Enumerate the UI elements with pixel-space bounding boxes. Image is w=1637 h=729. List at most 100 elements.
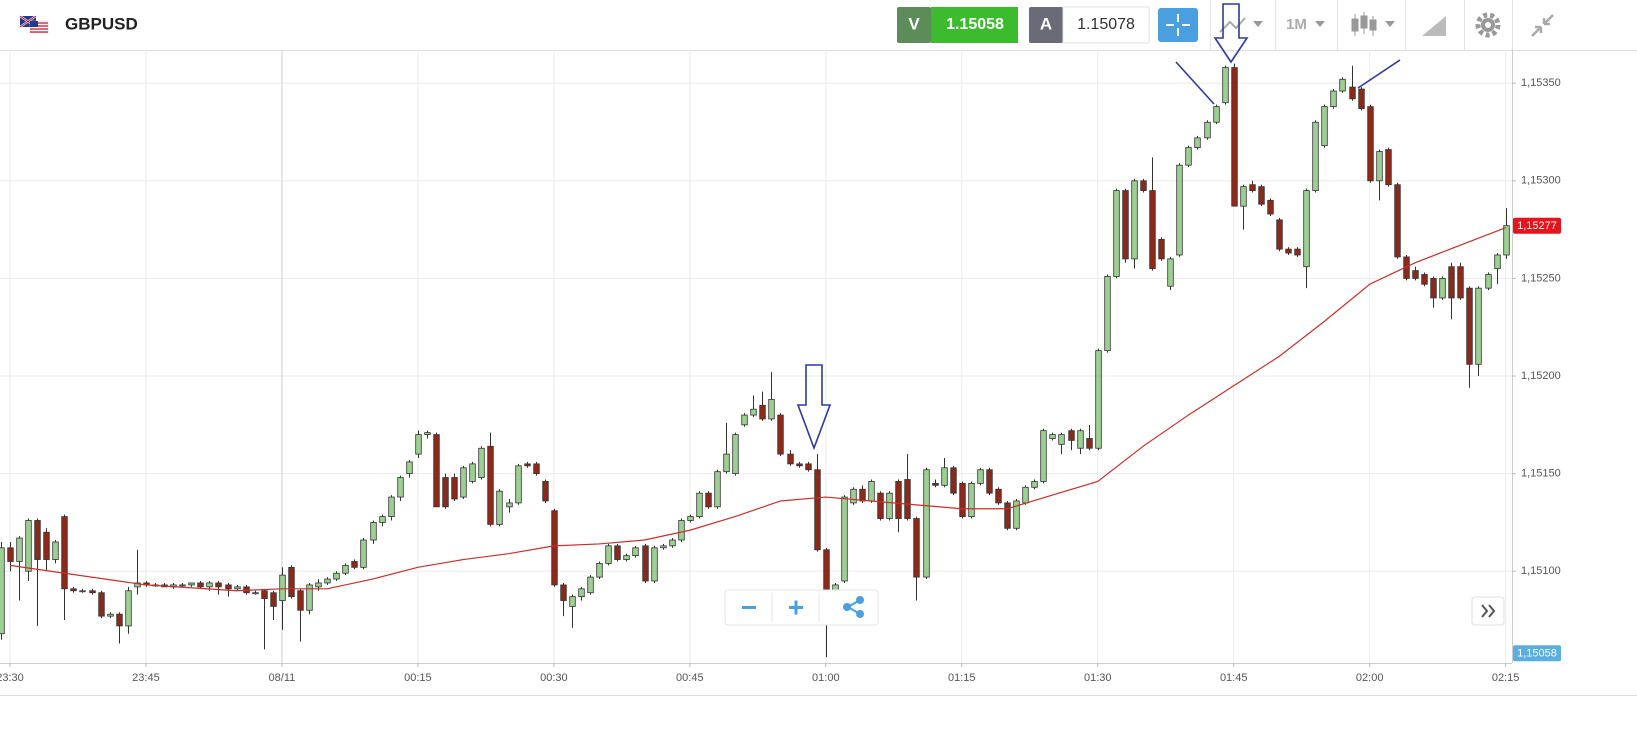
candle-body <box>959 482 966 517</box>
candle-body <box>1213 106 1220 123</box>
share-button[interactable] <box>843 596 864 618</box>
candles-icon[interactable] <box>1351 12 1377 36</box>
candle-body <box>79 590 86 593</box>
bid-price-box[interactable] <box>931 7 1018 43</box>
candle-body <box>1013 500 1020 529</box>
zoom-out-button[interactable] <box>742 606 756 609</box>
candle-body <box>1049 434 1056 439</box>
candle-body <box>923 469 930 578</box>
candle-body <box>968 482 975 517</box>
bid-button[interactable] <box>897 7 931 43</box>
candle-body <box>1149 190 1156 270</box>
candle-body <box>107 613 114 617</box>
symbol: GBPUSD <box>65 14 138 33</box>
candle-body <box>850 488 857 504</box>
candle-body <box>1385 149 1392 186</box>
candle-body <box>1185 147 1192 166</box>
x-tick-label: 01:15 <box>948 672 976 684</box>
timeframe[interactable]: 1M <box>1286 16 1307 33</box>
ask-price-box[interactable] <box>1062 6 1150 44</box>
candle-body <box>1376 151 1383 182</box>
grid <box>0 50 1512 663</box>
ask-button[interactable] <box>1029 7 1063 43</box>
candle-body <box>1158 238 1165 260</box>
ask-label: A <box>1040 14 1052 33</box>
y-tick-label: 1,15200 <box>1521 370 1561 382</box>
candle-body <box>306 584 313 611</box>
x-tick-label: 01:45 <box>1220 672 1248 684</box>
candle-body <box>433 434 440 508</box>
candle-body <box>496 490 503 525</box>
candle-body <box>714 471 721 508</box>
candle-body <box>469 463 476 482</box>
candle-body <box>1131 180 1138 260</box>
candle-body <box>1448 266 1455 299</box>
collapse-icon[interactable] <box>1531 14 1554 37</box>
candle-body <box>515 465 522 504</box>
candle-body <box>741 414 748 426</box>
candle-body <box>7 547 14 562</box>
x-tick-label: 23:30 <box>0 672 24 684</box>
candle-body <box>1267 199 1274 215</box>
candle-body <box>1140 180 1147 191</box>
candle-body <box>805 463 812 471</box>
candle-body <box>370 522 377 541</box>
candle-body <box>215 582 222 588</box>
candle-body <box>1494 254 1501 270</box>
candle-body <box>1349 86 1356 100</box>
drawing-icon[interactable] <box>1422 16 1446 36</box>
price-tag-label: 1,15277 <box>1517 220 1557 232</box>
candle-body <box>1240 186 1247 207</box>
candle-body <box>197 582 204 588</box>
candle-body <box>705 492 712 508</box>
x-tick-label: 00:15 <box>404 672 432 684</box>
price-tag <box>1513 217 1561 234</box>
bid-label: V <box>908 14 920 33</box>
candle-body <box>1358 88 1365 109</box>
zoom-in-button[interactable] <box>789 600 803 615</box>
dropdown-caret <box>1315 21 1325 27</box>
candle-body <box>1457 266 1464 299</box>
candle-body <box>1439 278 1446 299</box>
candle-body <box>895 481 902 519</box>
candle-body <box>868 481 875 502</box>
candle-body <box>859 488 866 502</box>
candle-body <box>1330 90 1337 108</box>
candle-body <box>814 469 821 551</box>
y-tick-label: 1,15150 <box>1521 468 1561 480</box>
candle-body <box>605 545 612 564</box>
candle-body <box>1339 78 1346 92</box>
candle-body <box>234 586 241 590</box>
candle-body <box>397 477 404 498</box>
x-tick-label: 23:45 <box>132 672 160 684</box>
candle-body <box>116 613 123 627</box>
candle-body <box>342 564 349 574</box>
candle-body <box>1022 486 1029 504</box>
candle-body <box>950 467 957 494</box>
settings-icon[interactable] <box>1475 12 1501 38</box>
candle-body <box>1394 184 1401 258</box>
candle-body <box>1276 219 1283 250</box>
candle-body <box>886 492 893 519</box>
candle-body <box>1058 434 1065 445</box>
candle-body <box>723 453 730 473</box>
candle-body <box>732 434 739 475</box>
candle-body <box>1475 287 1482 365</box>
candle-body <box>1231 67 1238 207</box>
moving-average-line <box>9 227 1506 592</box>
x-tick-label: 00:45 <box>676 672 704 684</box>
candle-body <box>1031 481 1038 488</box>
candle-body <box>1466 287 1473 365</box>
candle-body <box>696 492 703 517</box>
candle-body <box>288 566 295 598</box>
line-chart-icon[interactable] <box>1219 17 1246 33</box>
candle-body <box>678 520 685 541</box>
candle-body <box>206 582 213 588</box>
candle-body <box>125 590 132 627</box>
price-tag <box>1513 645 1561 662</box>
candle-body <box>225 584 232 590</box>
candle-body <box>542 481 549 502</box>
candle-body <box>596 563 603 578</box>
candle-body <box>315 582 322 588</box>
crosshair-button[interactable] <box>1158 8 1198 42</box>
